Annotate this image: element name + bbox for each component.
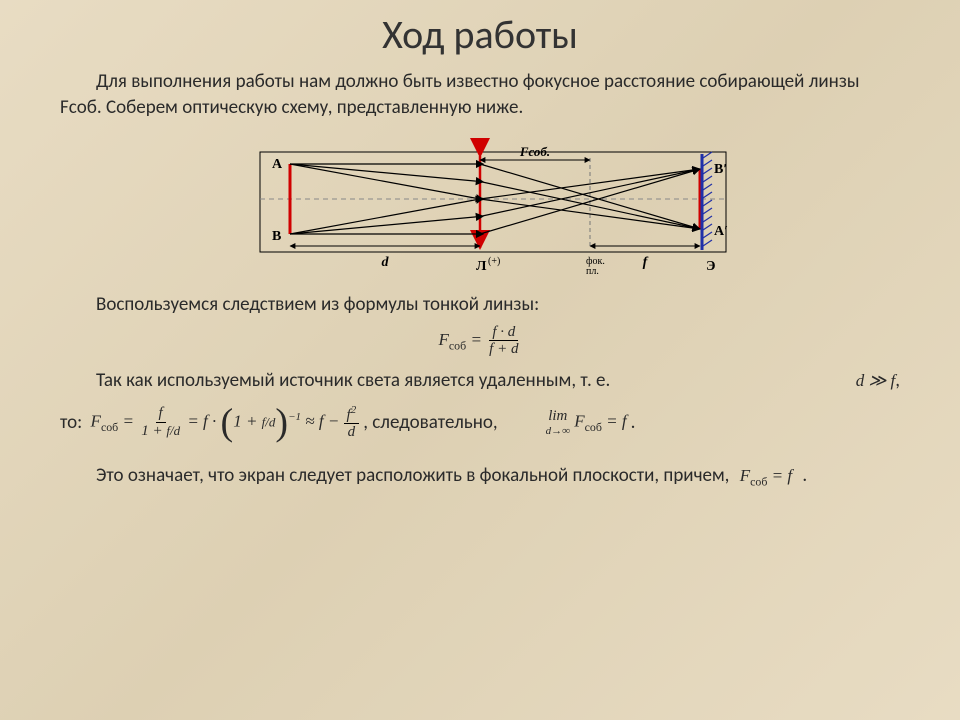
optical-diagram-wrap: ABB′A′dfFсоб.Л(+)фок.пл.Э — [60, 124, 900, 274]
formula-limit: limd→∞ Fсоб = f — [546, 408, 627, 437]
svg-text:Л: Л — [476, 259, 487, 274]
svg-text:пл.: пл. — [586, 266, 599, 274]
formula-chain: Fсоб = f 1 + f/d = f · (1 + f/d)−1 ≈ f −… — [91, 404, 360, 441]
svg-text:f: f — [643, 255, 649, 270]
paragraph-1: Для выполнения работы нам должно быть из… — [60, 69, 900, 120]
svg-text:Э: Э — [706, 259, 716, 274]
formula-dggf: d ≫ f — [856, 371, 896, 391]
formula-1: Fсоб = f · df + d — [60, 324, 900, 358]
svg-text:(+): (+) — [488, 256, 500, 267]
paragraph-5: Это означает, что экран следует располож… — [60, 459, 900, 493]
svg-text:d: d — [382, 255, 390, 270]
optical-diagram: ABB′A′dfFсоб.Л(+)фок.пл.Э — [220, 124, 740, 274]
svg-text:A: A — [272, 157, 283, 172]
svg-text:Fсоб.: Fсоб. — [519, 144, 550, 159]
svg-text:B: B — [272, 229, 281, 244]
formula-final: Fсоб = f — [740, 466, 797, 485]
paragraph-3: Так как используемый источник света явля… — [60, 364, 900, 398]
page-title: Ход работы — [60, 10, 900, 59]
svg-text:A′: A′ — [714, 224, 728, 239]
svg-text:B′: B′ — [714, 162, 727, 177]
formula-chain-row: то: Fсоб = f 1 + f/d = f · (1 + f/d)−1 ≈… — [60, 404, 900, 441]
paragraph-2: Воспользуемся следствием из формулы тонк… — [60, 292, 900, 318]
